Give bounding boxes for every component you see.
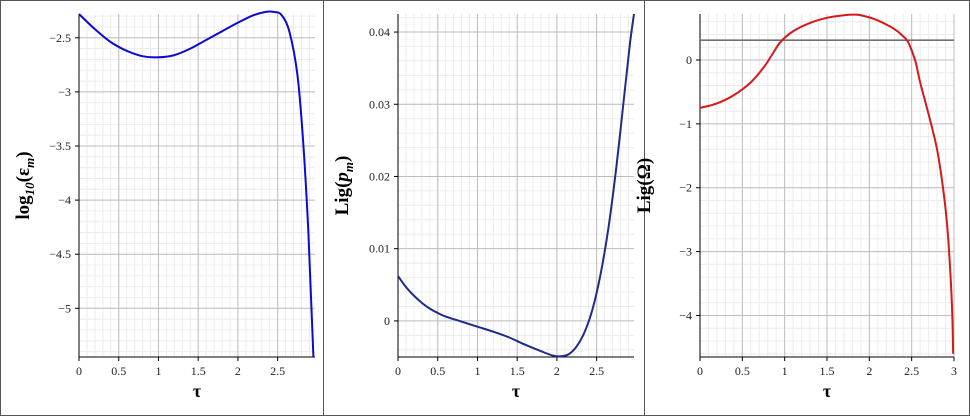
y-tick-label: 0 (384, 314, 390, 328)
y-axis-label: Lig(Ω) (634, 158, 655, 213)
y-tick-label: −3.5 (49, 139, 71, 153)
y-tick-label: −4 (679, 308, 692, 322)
y-tick-label: 0.01 (369, 242, 390, 256)
y-axis-label: Lig(pm) (332, 156, 356, 216)
x-tick-label: 1.5 (510, 364, 525, 378)
x-tick-label: 0.5 (111, 364, 126, 378)
y-label-paren-close: ) (13, 151, 34, 157)
y-label-paren-open: ( (332, 182, 353, 188)
y-tick-label: −5 (58, 301, 71, 315)
x-tick-label: 0 (697, 364, 703, 378)
y-label-paren-open: ( (634, 179, 655, 185)
x-tick-label: 1.5 (191, 364, 206, 378)
x-tick-label: 2.5 (904, 364, 919, 378)
x-tick-label: 1 (155, 364, 161, 378)
x-tick-label: 3 (951, 364, 957, 378)
y-tick-label: −2.5 (49, 31, 71, 45)
panel-lig-p: 0 0.5 1 1.5 2 2.5 0 0.01 0.02 0.03 0.04 τ Lig(pm) (332, 13, 635, 401)
y-tick-label: 0 (686, 53, 692, 67)
x-tick-label: 2.5 (589, 364, 604, 378)
y-label-main: Lig (332, 187, 353, 215)
x-tick-label: 0 (395, 364, 401, 378)
y-label-paren-open: ( (13, 176, 34, 182)
y-label-symbol: p (332, 172, 353, 184)
y-tick-label: 0.03 (369, 97, 390, 111)
y-tick-label: −3 (679, 245, 692, 259)
y-label-symbol: Ω (634, 164, 655, 179)
x-axis-label: τ (193, 381, 202, 401)
x-tick-label: 2 (235, 364, 241, 378)
x-tick-label: 1 (782, 364, 788, 378)
y-tick-label: −4 (58, 193, 71, 207)
y-tick-label: −3 (58, 85, 71, 99)
x-tick-label: 0.5 (735, 364, 750, 378)
y-tick-label: −4.5 (49, 247, 71, 261)
y-axis-label: log10(εm) (13, 151, 37, 219)
y-tick-label: −2 (679, 181, 692, 195)
y-label-symbol-subscript: m (341, 162, 356, 172)
x-tick-label: 1 (474, 364, 480, 378)
panel-lig-omega: 0 0.5 1 1.5 2 2.5 3 0 −1 −2 −3 −4 τ Lig(Ω) (634, 13, 957, 401)
x-tick-label: 0 (76, 364, 82, 378)
x-tick-label: 2 (554, 364, 560, 378)
y-label-main: log (13, 195, 34, 220)
x-tick-label: 0.5 (430, 364, 445, 378)
plot-area (79, 14, 315, 357)
series-line (397, 13, 635, 358)
series-line (78, 10, 315, 358)
x-tick-label: 2 (866, 364, 872, 378)
y-label-paren-close: ) (332, 156, 353, 162)
y-label-symbol-subscript: m (22, 158, 37, 168)
x-axis-label: τ (823, 381, 832, 401)
y-label-subscript: 10 (22, 182, 37, 196)
y-label-paren-close: ) (634, 158, 655, 164)
y-label-symbol: ε (13, 168, 34, 176)
series-line (699, 13, 955, 354)
x-tick-label: 1.5 (820, 364, 835, 378)
plot-area (398, 14, 634, 357)
y-tick-label: 0.02 (369, 169, 390, 183)
x-axis-label: τ (512, 381, 521, 401)
y-tick-label: −1 (679, 117, 692, 131)
panel-log10-epsilon: 0 0.5 1 1.5 2 2.5 −2.5 −3 −3.5 −4 −4.5 −5 τ log10(εm) (13, 10, 315, 401)
y-tick-label: 0.04 (369, 25, 390, 39)
y-label-main: Lig (634, 185, 655, 213)
x-tick-label: 2.5 (270, 364, 285, 378)
